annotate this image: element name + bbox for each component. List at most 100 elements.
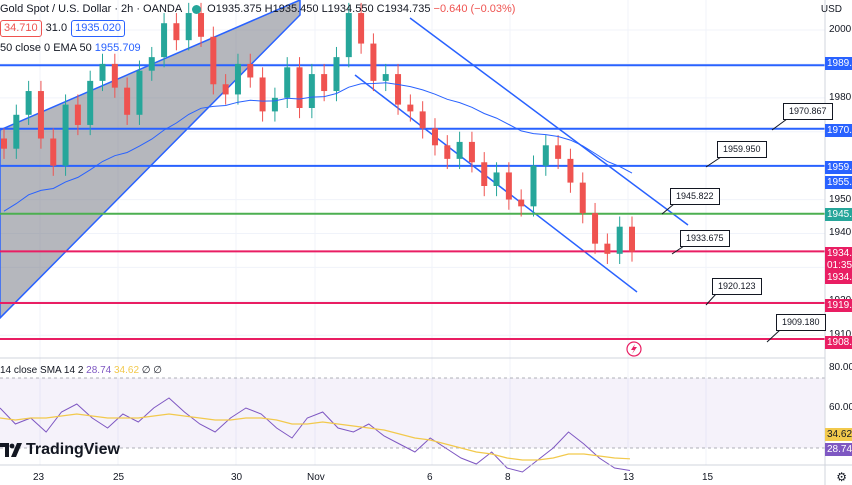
rsi-legend-extra-2: ∅ bbox=[153, 365, 163, 376]
price-level-tag: 1959. bbox=[825, 161, 852, 174]
high-value: H1935.450 bbox=[264, 3, 319, 15]
descending-channel-upper[interactable] bbox=[409, 17, 689, 226]
spread-value: 31.0 bbox=[45, 22, 68, 34]
rsi-band bbox=[0, 378, 825, 448]
price-callout[interactable]: 1945.822 bbox=[670, 188, 720, 205]
candle-body bbox=[456, 141, 463, 159]
candles bbox=[1, 2, 635, 264]
brand-name: TradingView bbox=[26, 441, 120, 458]
price-level-tag: 1934. bbox=[825, 271, 852, 284]
price-level-tag: 1955. bbox=[825, 176, 852, 189]
candle-body bbox=[198, 13, 205, 37]
candle-body bbox=[1, 138, 7, 149]
candle-body bbox=[74, 104, 81, 125]
candle-body bbox=[173, 23, 180, 41]
rsi-tick-label: 80.00 bbox=[829, 362, 852, 373]
trade-buttons: 34.710 31.0 1935.020 bbox=[0, 19, 125, 37]
time-tick-label: 23 bbox=[33, 472, 45, 483]
price-level-tag: 1908. bbox=[825, 336, 852, 349]
price-level-tag: 01:35 bbox=[825, 259, 852, 272]
candle-body bbox=[222, 84, 229, 95]
ascending-channel[interactable] bbox=[0, 0, 301, 320]
price-level-tag: 1945. bbox=[825, 208, 852, 221]
candle-body bbox=[333, 57, 340, 92]
time-tick-label: Nov bbox=[307, 472, 325, 483]
candle-body bbox=[358, 13, 365, 44]
low-value: L1934.550 bbox=[321, 3, 374, 15]
candle-body bbox=[567, 158, 574, 183]
buy-button[interactable]: 1935.020 bbox=[71, 19, 125, 37]
open-value: O1935.375 bbox=[207, 3, 262, 15]
candle-body bbox=[87, 80, 94, 125]
candle-body bbox=[321, 74, 328, 92]
callout-leader bbox=[661, 203, 675, 215]
candle-body bbox=[370, 43, 377, 81]
rsi-line bbox=[0, 397, 631, 473]
price-callout[interactable]: 1920.123 bbox=[712, 278, 762, 295]
currency-label[interactable]: USD bbox=[820, 4, 842, 15]
rsi-tick-label: 60.00 bbox=[829, 402, 852, 413]
candle-body bbox=[148, 57, 155, 71]
time-tick-label: 15 bbox=[702, 472, 714, 483]
candle-body bbox=[259, 77, 266, 112]
candle-body bbox=[579, 182, 586, 214]
candle-body bbox=[604, 243, 611, 254]
callout-leader bbox=[766, 329, 781, 343]
settings-gear-icon[interactable]: ⚙ bbox=[836, 470, 847, 484]
rsi-legend[interactable]: 14 close SMA 14 2 28.74 34.62 ∅ ∅ bbox=[0, 365, 162, 376]
price-level-tag: 1934. bbox=[825, 247, 852, 260]
candle-body bbox=[247, 63, 254, 78]
candle-body bbox=[136, 70, 143, 115]
candle-body bbox=[431, 128, 438, 146]
candle-body bbox=[592, 213, 599, 244]
rsi-legend-label: 14 close SMA 14 2 bbox=[0, 365, 84, 376]
symbol-title[interactable]: Gold Spot / U.S. Dollar · 2h · OANDA bbox=[0, 3, 183, 15]
price-callout[interactable]: 1959.950 bbox=[717, 141, 767, 158]
lightning-icon[interactable] bbox=[626, 341, 642, 357]
callout-leader bbox=[671, 245, 685, 255]
candle-body bbox=[296, 67, 303, 108]
candle-body bbox=[13, 114, 20, 149]
price-callout[interactable]: 1970.867 bbox=[783, 103, 833, 120]
candle-body bbox=[284, 67, 291, 98]
candle-body bbox=[616, 226, 623, 254]
callout-leader bbox=[705, 293, 717, 306]
callout-leader bbox=[771, 118, 788, 131]
horizontal-levels bbox=[0, 64, 825, 340]
candle-body bbox=[62, 104, 69, 166]
candle-body bbox=[25, 91, 32, 115]
tradingview-logo[interactable]: TradingView bbox=[0, 441, 120, 459]
price-level-tag: 1970. bbox=[825, 124, 852, 137]
callout-leader bbox=[705, 156, 722, 168]
time-tick-label: 30 bbox=[231, 472, 243, 483]
candle-body bbox=[210, 36, 217, 85]
candle-body bbox=[111, 63, 118, 88]
candle-body bbox=[382, 74, 389, 81]
rsi-legend-extra-1: ∅ bbox=[141, 365, 151, 376]
rsi-sma-line bbox=[0, 413, 631, 461]
candle-body bbox=[185, 13, 192, 41]
price-level-tag: 1919. bbox=[825, 299, 852, 312]
ema-50-line bbox=[3, 82, 633, 212]
candle-body bbox=[308, 74, 315, 108]
chart-header: Gold Spot / U.S. Dollar · 2h · OANDA O19… bbox=[0, 0, 515, 18]
price-tick-label: 1980.0 bbox=[829, 91, 852, 103]
tradingview-icon bbox=[0, 443, 22, 457]
price-callout[interactable]: 1933.675 bbox=[680, 230, 730, 247]
candle-body bbox=[345, 13, 352, 58]
price-tick-label: 1910.0 bbox=[829, 329, 852, 341]
price-callout[interactable]: 1909.180 bbox=[776, 314, 826, 331]
candle-body bbox=[555, 145, 562, 159]
ema-legend-label: 50 close 0 EMA 50 bbox=[0, 42, 92, 54]
candle-body bbox=[99, 63, 106, 81]
candle-body bbox=[234, 63, 241, 95]
candle-body bbox=[395, 74, 402, 105]
ema-legend-value: 1955.709 bbox=[94, 42, 141, 54]
candle-body bbox=[542, 145, 549, 166]
sell-button[interactable]: 34.710 bbox=[0, 19, 42, 37]
time-tick-label: 8 bbox=[505, 472, 511, 483]
candle-body bbox=[518, 199, 525, 207]
ema-legend[interactable]: 50 close 0 EMA 50 1955.709 bbox=[0, 42, 141, 54]
candle-body bbox=[481, 162, 488, 186]
